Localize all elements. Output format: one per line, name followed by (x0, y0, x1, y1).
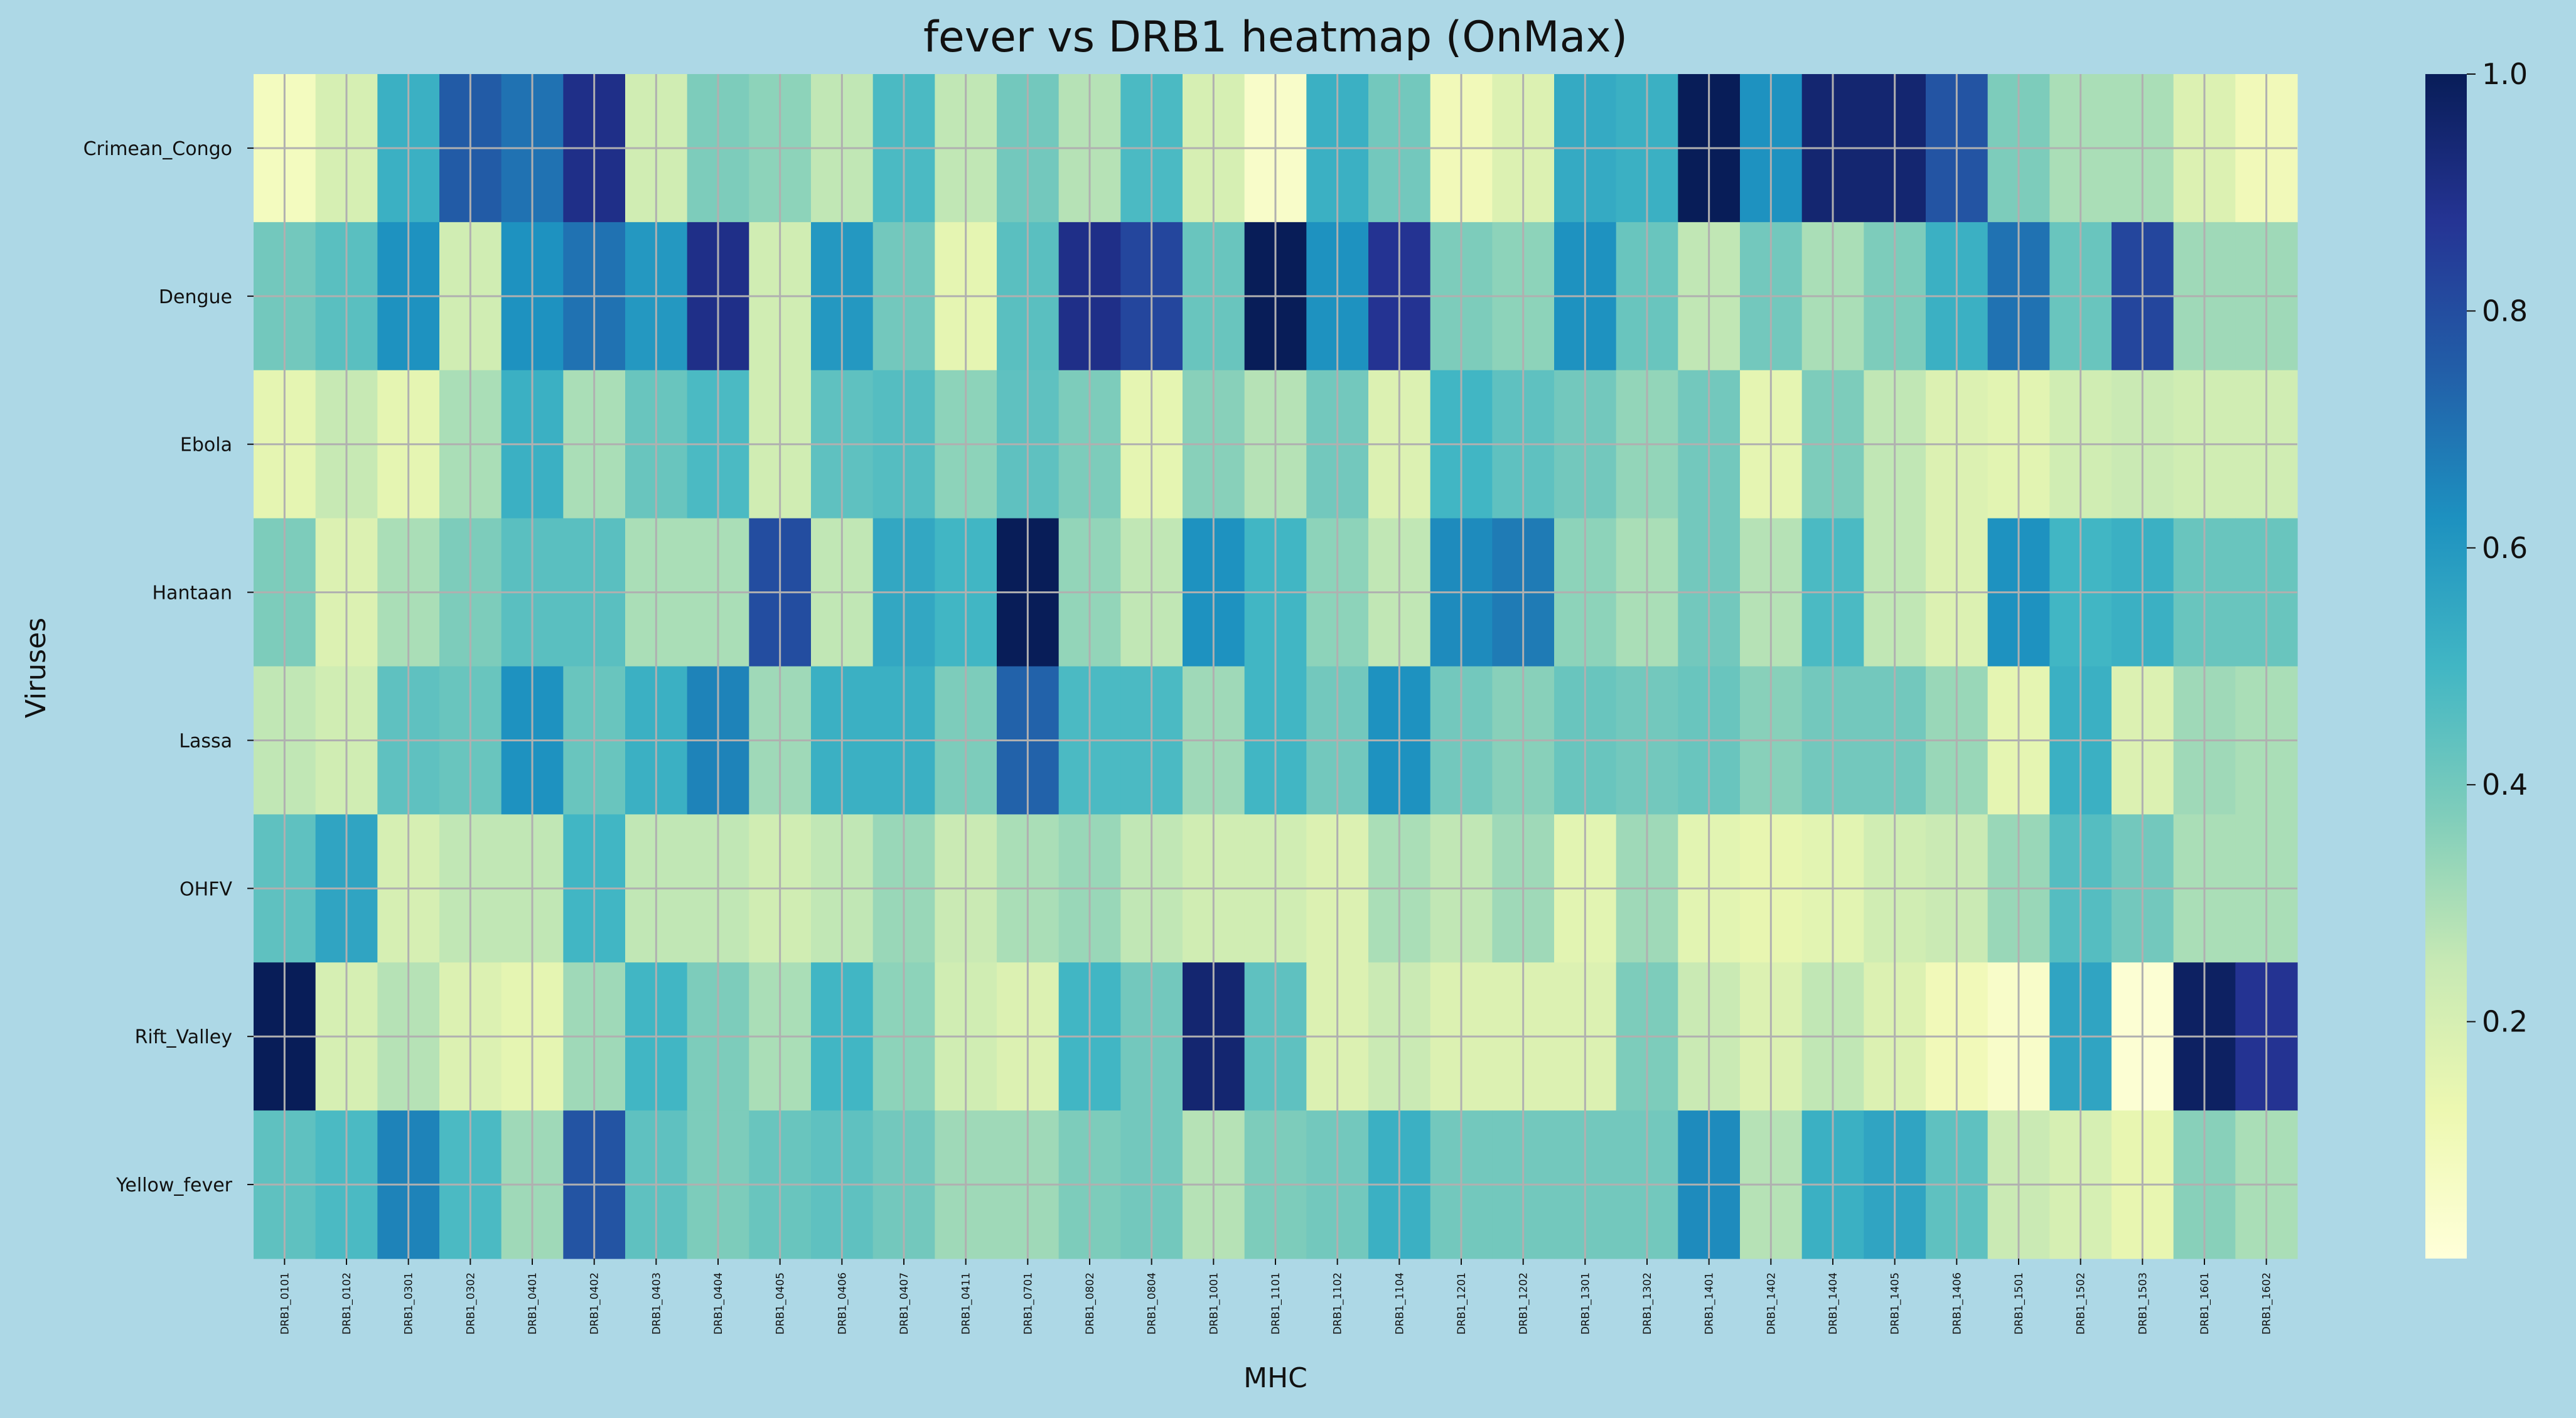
x-tick-labels: DRB1_0101 DRB1_0102 DRB1_0301 DRB1_0302 DRB1… (279, 1259, 2273, 1335)
y-tick-label: Crimean_Congo (83, 138, 232, 160)
y-tick-label: Lassa (179, 730, 232, 752)
x-tick-label: DRB1_1602 (2261, 1272, 2273, 1335)
x-tick-label: DRB1_0406 (836, 1272, 849, 1335)
colorbar-tick-label: 1.0 (2482, 57, 2528, 91)
x-tick-label: DRB1_0102 (341, 1272, 353, 1335)
x-tick-label: DRB1_1501 (2013, 1272, 2026, 1335)
x-tick-label: DRB1_1503 (2137, 1272, 2149, 1335)
y-axis-label: Viruses (20, 618, 52, 718)
x-tick-label: DRB1_0403 (650, 1272, 663, 1335)
colorbar-tick-label: 0.6 (2482, 531, 2528, 565)
x-tick-label: DRB1_1402 (1765, 1272, 1778, 1335)
x-tick-label: DRB1_0407 (898, 1272, 911, 1335)
x-tick-label: DRB1_1102 (1332, 1272, 1344, 1335)
x-tick-label: DRB1_1601 (2199, 1272, 2211, 1335)
x-tick-label: DRB1_1202 (1518, 1272, 1530, 1335)
x-tick-label: DRB1_1302 (1641, 1272, 1654, 1335)
colorbar (2425, 74, 2467, 1259)
y-tick-labels: Crimean_Congo Dengue Ebola Hantaan Lassa OHFV… (83, 138, 254, 1196)
x-tick-label: DRB1_1104 (1393, 1272, 1406, 1335)
x-tick-label: DRB1_0405 (775, 1272, 787, 1335)
x-tick-label: DRB1_1406 (1951, 1272, 1963, 1335)
colorbar-ticks: 0.2 0.4 0.6 0.8 1.0 (2467, 57, 2528, 1039)
colorbar-tick-label: 0.2 (2482, 1005, 2528, 1039)
x-tick-label: DRB1_1502 (2075, 1272, 2088, 1335)
y-tick-label: Hantaan (153, 583, 233, 604)
x-tick-label: DRB1_0802 (1084, 1272, 1097, 1335)
y-tick-label: Yellow_fever (115, 1174, 233, 1196)
colorbar-tick-label: 0.8 (2482, 294, 2528, 328)
x-tick-label: DRB1_0401 (527, 1272, 539, 1335)
x-tick-label: DRB1_0301 (403, 1272, 416, 1335)
x-tick-label: DRB1_1401 (1704, 1272, 1716, 1335)
x-tick-label: DRB1_1405 (1889, 1272, 1902, 1335)
x-tick-label: DRB1_0302 (464, 1272, 477, 1335)
x-tick-label: DRB1_0402 (589, 1272, 601, 1335)
chart-title: fever vs DRB1 heatmap (OnMax) (923, 13, 1628, 62)
x-tick-label: DRB1_0404 (712, 1272, 725, 1335)
y-tick-label: Dengue (159, 286, 232, 308)
x-axis-label: MHC (1243, 1362, 1307, 1394)
y-tick-label: Ebola (180, 434, 232, 456)
x-tick-label: DRB1_0804 (1146, 1272, 1159, 1335)
x-tick-label: DRB1_0411 (960, 1272, 973, 1335)
x-tick-label: DRB1_0101 (279, 1272, 291, 1335)
x-tick-label: DRB1_1201 (1456, 1272, 1468, 1335)
heatmap-grid (254, 74, 2297, 1259)
x-tick-label: DRB1_0701 (1022, 1272, 1034, 1335)
colorbar-tick-label: 0.4 (2482, 768, 2528, 802)
y-tick-label: OHFV (180, 878, 232, 900)
x-tick-label: DRB1_1001 (1208, 1272, 1220, 1335)
x-tick-label: DRB1_1101 (1270, 1272, 1282, 1335)
x-tick-label: DRB1_1404 (1827, 1272, 1840, 1335)
x-tick-label: DRB1_1301 (1579, 1272, 1592, 1335)
y-tick-label: Rift_Valley (135, 1026, 232, 1048)
